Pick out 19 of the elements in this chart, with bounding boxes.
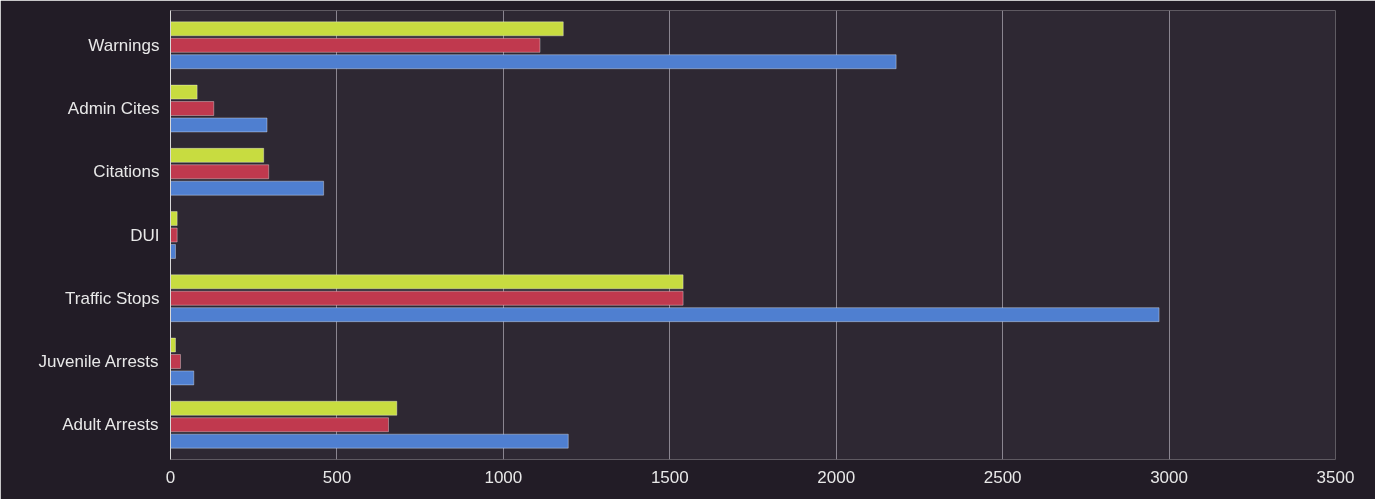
y-tick-label: Citations <box>93 162 160 182</box>
bar <box>170 180 325 196</box>
y-tick-label: DUI <box>130 225 160 245</box>
x-tick-label: 500 <box>322 467 352 487</box>
x-tick-label: 2000 <box>817 467 856 487</box>
x-tick-label: 1000 <box>484 467 523 487</box>
x-tick-label: 0 <box>165 467 176 487</box>
x-tick-label: 1500 <box>650 467 689 487</box>
y-tick-label: Warnings <box>88 35 160 55</box>
x-tick-label: 2500 <box>983 467 1022 487</box>
y-tick-label: Adult Arrests <box>62 415 159 435</box>
x-tick-label: 3000 <box>1150 467 1188 487</box>
bar <box>170 433 569 449</box>
y-tick-label: Admin Cites <box>67 99 160 119</box>
bar <box>170 274 684 290</box>
bar <box>170 21 564 37</box>
x-tick-label: 3500 <box>1316 467 1355 487</box>
y-tick-label: Traffic Stops <box>65 288 160 308</box>
y-tick-label: Juvenile Arrests <box>38 351 159 371</box>
